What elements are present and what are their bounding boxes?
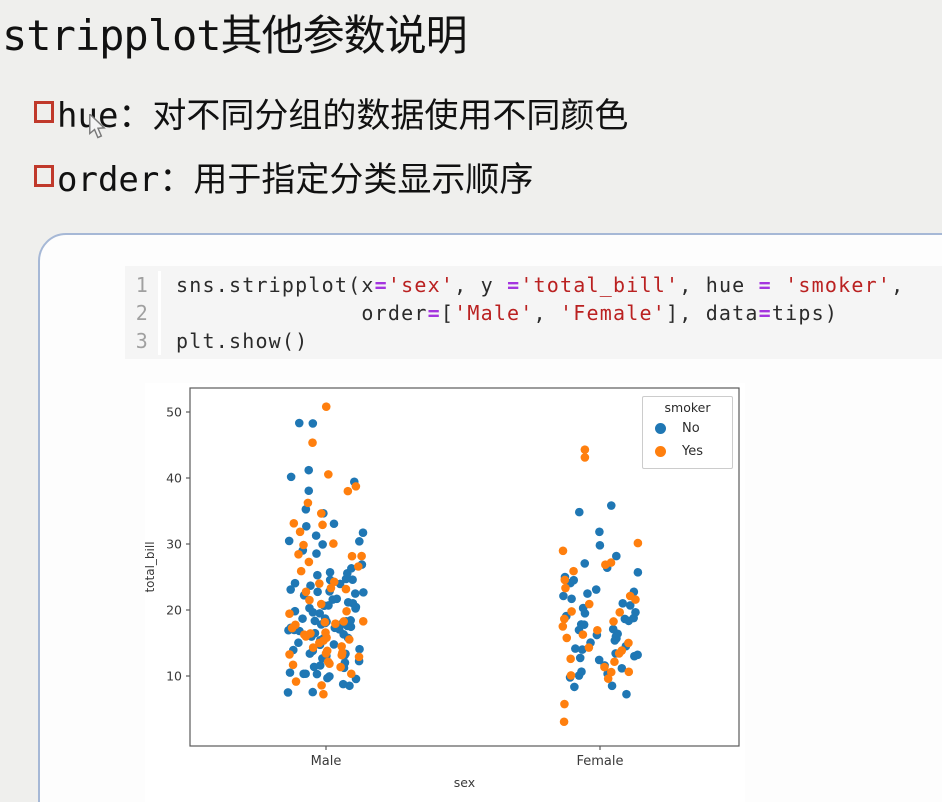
square-bullet-icon xyxy=(34,165,54,187)
svg-text:total_bill: total_bill xyxy=(145,541,157,592)
code-line: 1 sns.stripplot(x='sex', y ='total_bill',… xyxy=(125,271,942,299)
legend-title: smoker xyxy=(664,400,711,415)
mouse-cursor-icon xyxy=(89,114,106,139)
bullet-list: hue：对不同分组的数据使用不同颜色 order：用于指定分类显示顺序 xyxy=(34,80,628,208)
legend-entry-yes: Yes xyxy=(643,440,732,463)
bullet-item-hue: hue：对不同分组的数据使用不同颜色 xyxy=(34,80,628,144)
stripplot-canvas: 10 20 30 40 50 Male Female sex total_bill xyxy=(145,387,740,790)
code-cell[interactable]: 1 sns.stripplot(x='sex', y ='total_bill',… xyxy=(125,266,942,359)
line-number: 2 xyxy=(125,299,161,327)
legend-label: No xyxy=(682,421,700,436)
code-line: 3 plt.show() xyxy=(125,327,942,355)
svg-text:sex: sex xyxy=(454,775,475,790)
line-number: 3 xyxy=(125,327,161,355)
svg-text:Male: Male xyxy=(311,754,342,769)
legend-label: Yes xyxy=(682,444,703,459)
svg-text:30: 30 xyxy=(166,537,182,552)
chart-legend: smoker No Yes xyxy=(642,396,733,469)
bullet-text: hue：对不同分组的数据使用不同颜色 xyxy=(57,95,629,136)
page-title: stripplot其他参数说明 xyxy=(2,11,468,60)
legend-entry-no: No xyxy=(643,417,732,440)
line-number: 1 xyxy=(125,271,161,299)
svg-text:40: 40 xyxy=(166,471,182,486)
bullet-text: order：用于指定分类显示顺序 xyxy=(57,159,534,200)
legend-dot-no-icon xyxy=(655,423,666,434)
svg-text:20: 20 xyxy=(166,603,182,618)
svg-text:10: 10 xyxy=(166,669,182,684)
bullet-item-order: order：用于指定分类显示顺序 xyxy=(34,144,628,208)
legend-dot-yes-icon xyxy=(655,446,666,457)
svg-text:Female: Female xyxy=(576,754,623,769)
svg-text:50: 50 xyxy=(166,405,182,420)
stripplot-figure: 10 20 30 40 50 Male Female sex total_bill smoker… xyxy=(145,383,745,802)
code-line: 2 order=['Male', 'Female'], data=tips) xyxy=(125,299,942,327)
square-bullet-icon xyxy=(34,101,54,123)
